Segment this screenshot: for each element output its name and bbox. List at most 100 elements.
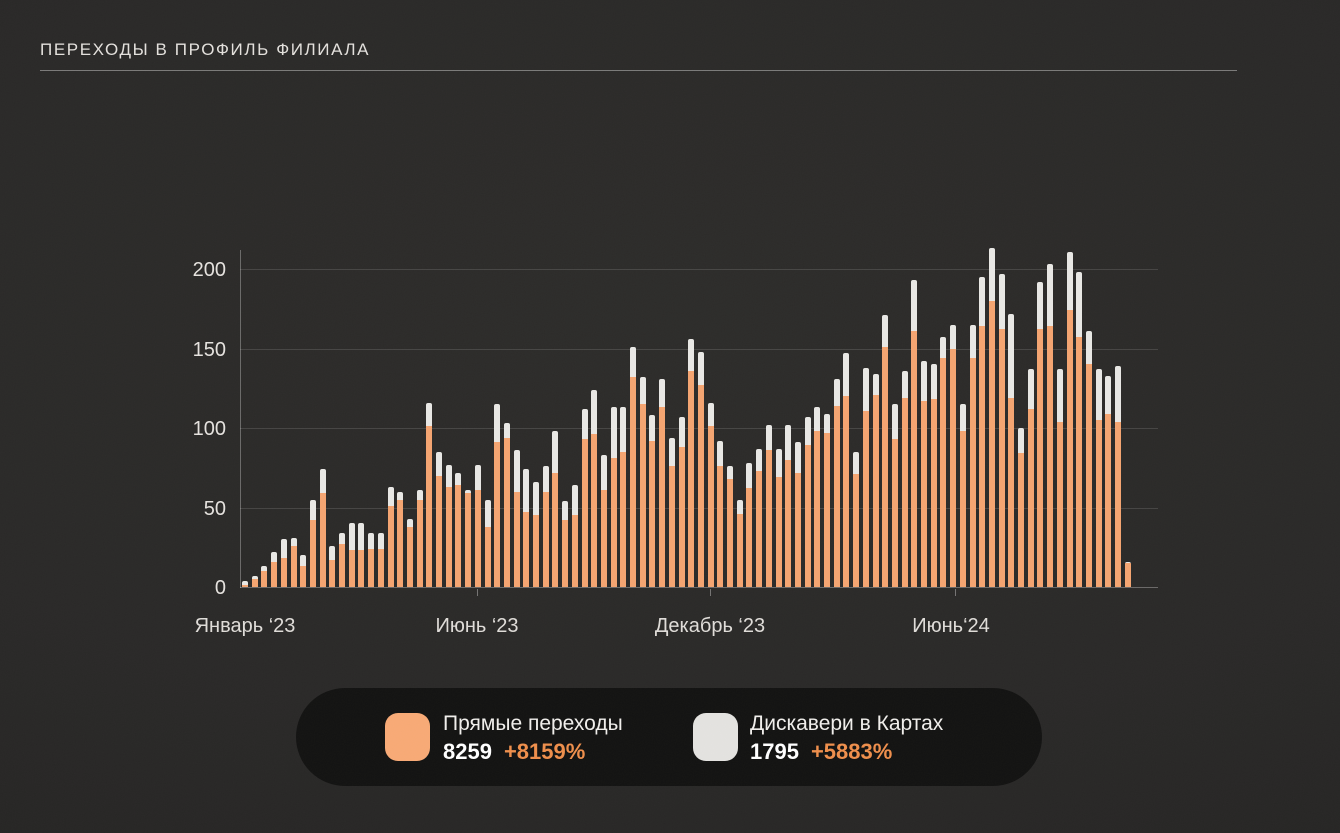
bar-week-46[interactable]	[678, 416, 685, 587]
bar-week-70[interactable]	[911, 280, 918, 587]
bar-week-85[interactable]	[1056, 369, 1063, 587]
bar-week-22[interactable]	[445, 464, 452, 587]
bar-week-9[interactable]	[319, 469, 326, 587]
bar-week-80[interactable]	[1008, 313, 1015, 587]
discovery-segment	[1105, 375, 1112, 414]
bar-week-62[interactable]	[833, 378, 840, 587]
bar-week-27[interactable]	[494, 404, 501, 587]
bar-week-30[interactable]	[523, 469, 530, 587]
bar-week-90[interactable]	[1105, 375, 1112, 587]
bar-week-77[interactable]	[979, 276, 986, 587]
bar-week-71[interactable]	[921, 361, 927, 587]
legend-item-discovery[interactable]: Дискавери в Картах 1795 +5883%	[636, 688, 1042, 786]
bar-week-58[interactable]	[794, 442, 801, 587]
discovery-segment	[271, 552, 278, 562]
bar-week-49[interactable]	[707, 402, 714, 587]
discovery-segment	[911, 280, 918, 332]
bar-week-35[interactable]	[571, 485, 578, 587]
bar-week-59[interactable]	[804, 416, 811, 587]
bar-week-36[interactable]	[581, 408, 588, 587]
bar-week-54[interactable]	[756, 448, 763, 587]
bar-week-52[interactable]	[736, 499, 743, 587]
bar-week-31[interactable]	[533, 482, 539, 587]
bar-week-73[interactable]	[940, 337, 947, 587]
bar-week-24[interactable]	[465, 490, 472, 587]
bar-week-66[interactable]	[872, 373, 879, 587]
bar-week-42[interactable]	[639, 377, 646, 587]
bar-week-11[interactable]	[339, 532, 345, 587]
bar-week-44[interactable]	[659, 378, 666, 587]
bar-week-15[interactable]	[377, 532, 384, 587]
bar-week-79[interactable]	[998, 273, 1005, 587]
bar-week-76[interactable]	[969, 324, 976, 587]
bar-week-41[interactable]	[630, 346, 636, 587]
bar-week-16[interactable]	[387, 486, 394, 587]
bar-week-67[interactable]	[882, 315, 889, 587]
bar-week-55[interactable]	[765, 424, 772, 587]
bar-week-45[interactable]	[668, 437, 675, 587]
bar-week-83[interactable]	[1037, 281, 1044, 587]
bar-week-25[interactable]	[474, 464, 481, 587]
bar-week-19[interactable]	[416, 490, 423, 587]
bar-week-12[interactable]	[348, 523, 355, 587]
bar-week-91[interactable]	[1115, 366, 1121, 587]
bar-week-87[interactable]	[1076, 272, 1083, 587]
bar-week-75[interactable]	[959, 404, 966, 587]
bar-week-37[interactable]	[591, 389, 598, 587]
bar-week-5[interactable]	[280, 539, 287, 587]
bar-week-84[interactable]	[1047, 264, 1054, 587]
bar-week-10[interactable]	[329, 545, 336, 587]
bar-week-43[interactable]	[649, 415, 656, 587]
bar-week-72[interactable]	[930, 364, 937, 587]
bar-week-74[interactable]	[950, 324, 957, 587]
bar-week-34[interactable]	[562, 501, 569, 587]
bar-week-81[interactable]	[1018, 428, 1024, 587]
discovery-segment	[562, 501, 569, 521]
bar-week-68[interactable]	[891, 404, 898, 587]
bar-week-6[interactable]	[290, 537, 297, 587]
discovery-segment	[513, 450, 520, 492]
bar-week-14[interactable]	[368, 532, 375, 587]
legend-item-direct[interactable]: Прямые переходы 8259 +8159%	[296, 688, 636, 786]
bar-week-28[interactable]	[503, 423, 510, 587]
bar-week-63[interactable]	[843, 353, 850, 587]
bar-week-53[interactable]	[746, 462, 753, 587]
bar-week-32[interactable]	[542, 466, 549, 587]
bar-week-38[interactable]	[600, 455, 607, 587]
bar-week-86[interactable]	[1066, 251, 1073, 587]
discovery-segment	[474, 464, 481, 491]
bar-week-13[interactable]	[358, 523, 365, 587]
bar-week-4[interactable]	[271, 552, 278, 587]
bar-week-92[interactable]	[1124, 561, 1131, 587]
bar-week-18[interactable]	[406, 518, 413, 587]
bar-week-82[interactable]	[1027, 369, 1034, 587]
bar-week-2[interactable]	[251, 575, 258, 587]
bar-week-17[interactable]	[397, 491, 404, 587]
bar-week-7[interactable]	[300, 555, 307, 587]
bar-week-21[interactable]	[436, 451, 442, 587]
bar-week-20[interactable]	[426, 402, 433, 587]
bar-week-8[interactable]	[309, 499, 316, 587]
bar-week-69[interactable]	[901, 370, 908, 587]
bar-week-29[interactable]	[513, 450, 520, 587]
bar-week-33[interactable]	[552, 431, 559, 587]
bar-week-65[interactable]	[862, 367, 869, 587]
bar-week-89[interactable]	[1095, 369, 1102, 587]
bar-week-78[interactable]	[988, 248, 995, 587]
bar-week-3[interactable]	[261, 566, 268, 587]
bar-week-64[interactable]	[853, 451, 860, 587]
bar-week-51[interactable]	[727, 466, 733, 587]
bar-week-26[interactable]	[484, 499, 491, 587]
bar-week-1[interactable]	[242, 580, 248, 587]
bar-week-23[interactable]	[455, 472, 462, 587]
bar-week-56[interactable]	[775, 448, 782, 587]
bar-week-48[interactable]	[697, 351, 704, 587]
bar-week-39[interactable]	[610, 407, 617, 587]
bar-week-60[interactable]	[814, 407, 821, 587]
bar-week-57[interactable]	[785, 424, 792, 587]
bar-week-47[interactable]	[688, 338, 695, 587]
bar-week-50[interactable]	[717, 440, 724, 587]
bar-week-40[interactable]	[620, 407, 627, 587]
bar-week-88[interactable]	[1085, 331, 1092, 587]
bar-week-61[interactable]	[824, 413, 830, 587]
